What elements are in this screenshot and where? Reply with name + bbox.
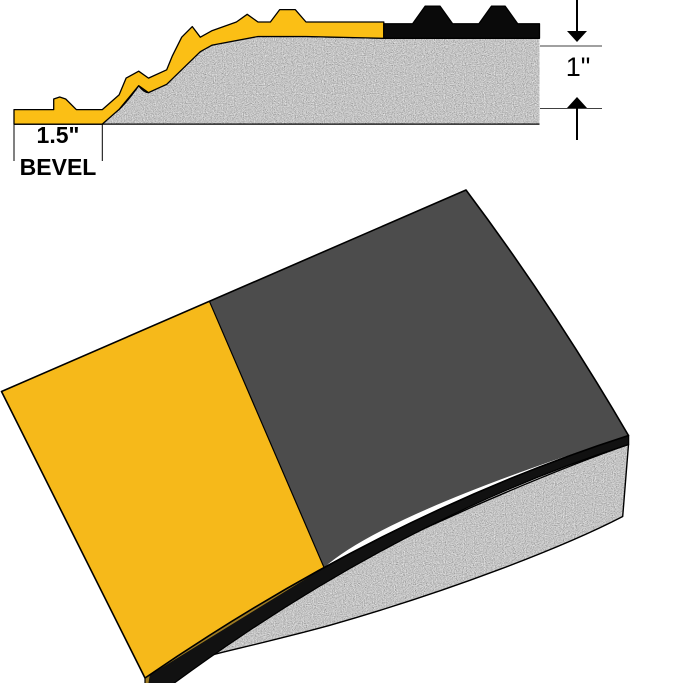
svg-text:1": 1" bbox=[566, 52, 591, 82]
svg-text:BEVEL: BEVEL bbox=[20, 154, 97, 180]
svg-text:1.5": 1.5" bbox=[37, 122, 80, 148]
